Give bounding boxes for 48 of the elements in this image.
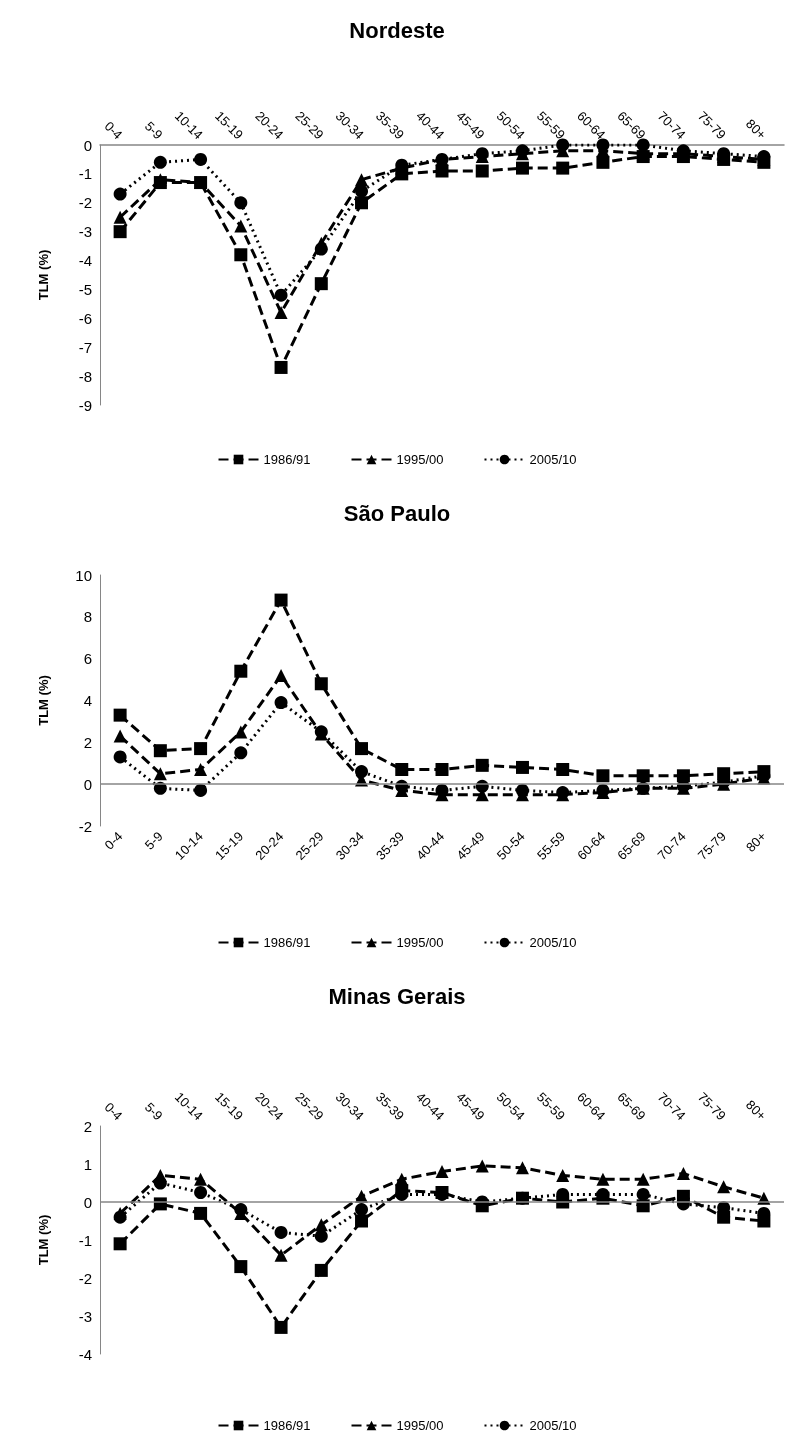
x-tick-label: 0-4 — [101, 1099, 126, 1124]
y-tick-label: 0 — [83, 1193, 92, 1211]
y-tick-label: -9 — [78, 396, 92, 414]
x-tick-label: 80+ — [743, 1097, 770, 1124]
x-tick-label: 80+ — [743, 116, 770, 143]
y-axis-title: TLM (%) — [36, 1214, 51, 1266]
x-tick-label: 5-9 — [141, 118, 166, 143]
y-tick-label: 2 — [83, 1117, 92, 1135]
x-tick-label: 5-9 — [141, 1099, 166, 1124]
chart-title: Minas Gerais — [328, 983, 466, 1009]
legend-label: 1986/91 — [263, 452, 311, 467]
y-tick-label: 10 — [75, 566, 92, 584]
legend-label: 2005/10 — [529, 935, 577, 950]
legend-label: 1995/00 — [396, 452, 444, 467]
y-tick-label: -4 — [78, 252, 92, 270]
y-tick-label: -7 — [78, 338, 92, 356]
y-tick-label: -1 — [78, 1231, 92, 1249]
x-tick-label: 0-4 — [101, 118, 126, 143]
y-tick-label: -3 — [78, 1307, 92, 1325]
y-tick-label: -4 — [78, 1345, 92, 1363]
y-tick-label: -2 — [78, 817, 92, 835]
legend-label: 2005/10 — [529, 1418, 577, 1433]
legend-label: 1986/91 — [263, 935, 311, 950]
legend-label: 1995/00 — [396, 935, 444, 950]
y-tick-label: 1 — [83, 1155, 92, 1173]
y-tick-label: 4 — [83, 692, 92, 709]
chart-title: São Paulo — [343, 500, 451, 526]
y-tick-label: -3 — [78, 223, 92, 241]
x-tick-label: 0-4 — [101, 828, 126, 853]
y-tick-label: -2 — [78, 194, 92, 212]
y-axis-title: TLM (%) — [36, 249, 51, 301]
y-tick-label: -8 — [78, 367, 92, 385]
legend-label: 1995/00 — [396, 1418, 444, 1433]
x-tick-label: 5-9 — [141, 828, 166, 853]
y-tick-label: -5 — [78, 280, 92, 298]
y-tick-label: -1 — [78, 165, 92, 183]
chart-title: Nordeste — [349, 17, 445, 43]
y-tick-label: -6 — [78, 309, 92, 327]
legend-label: 1986/91 — [263, 1418, 311, 1433]
y-tick-label: -2 — [78, 1269, 92, 1287]
y-tick-label: 6 — [83, 650, 92, 668]
y-tick-label: 0 — [83, 136, 92, 154]
y-axis-title: TLM (%) — [36, 675, 51, 726]
legend-label: 2005/10 — [529, 452, 577, 467]
y-tick-label: 8 — [83, 608, 92, 626]
y-tick-label: 2 — [83, 733, 92, 751]
y-tick-label: 0 — [83, 775, 92, 793]
x-tick-label: 80+ — [743, 828, 770, 855]
